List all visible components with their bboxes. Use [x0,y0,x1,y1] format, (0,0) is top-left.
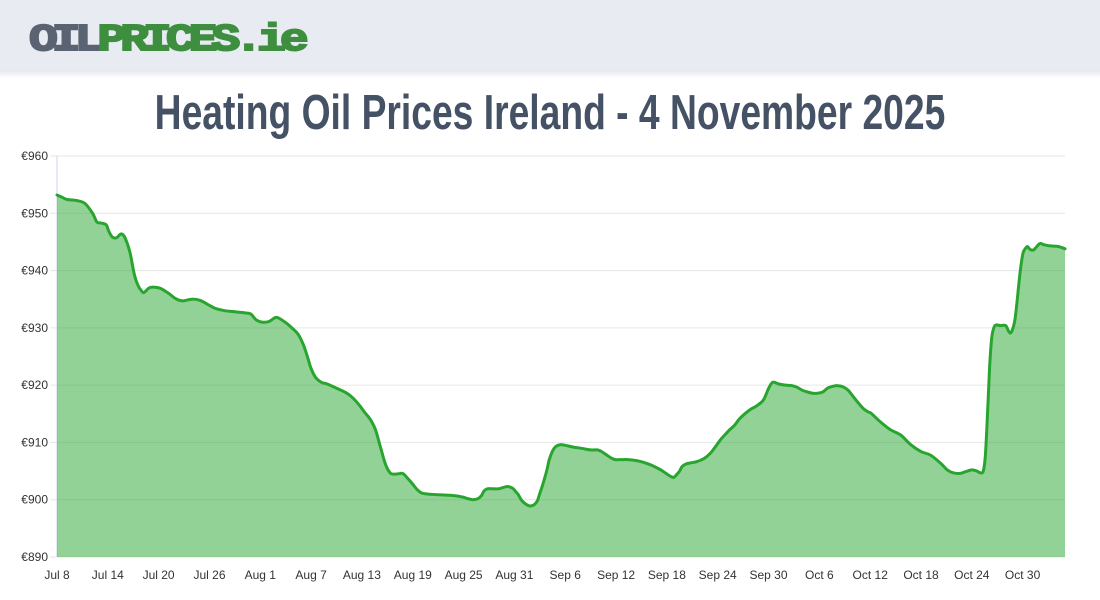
svg-text:Oct 18: Oct 18 [903,568,939,582]
svg-text:€920: €920 [21,378,48,392]
svg-text:Sep 30: Sep 30 [749,568,787,582]
svg-text:€910: €910 [21,435,48,449]
svg-text:€950: €950 [21,206,48,220]
svg-text:Sep 6: Sep 6 [550,568,582,582]
svg-text:Jul 20: Jul 20 [143,568,175,582]
svg-text:€940: €940 [21,264,48,278]
svg-text:Oct 12: Oct 12 [853,568,889,582]
svg-text:€930: €930 [21,321,48,335]
svg-text:Oct 30: Oct 30 [1005,568,1041,582]
svg-text:Oct 24: Oct 24 [954,568,990,582]
svg-text:Sep 12: Sep 12 [597,568,635,582]
svg-text:Aug 19: Aug 19 [394,568,432,582]
svg-text:Jul 26: Jul 26 [193,568,225,582]
svg-text:Aug 1: Aug 1 [245,568,277,582]
svg-text:Aug 7: Aug 7 [295,568,327,582]
svg-text:Jul 8: Jul 8 [44,568,70,582]
svg-text:Jul 14: Jul 14 [92,568,124,582]
svg-text:Aug 31: Aug 31 [495,568,533,582]
svg-text:Sep 18: Sep 18 [648,568,686,582]
svg-text:€960: €960 [21,149,48,163]
svg-text:Aug 13: Aug 13 [343,568,381,582]
svg-text:€890: €890 [21,550,48,564]
svg-text:Sep 24: Sep 24 [699,568,737,582]
svg-text:Aug 25: Aug 25 [445,568,483,582]
svg-text:Oct 6: Oct 6 [805,568,834,582]
svg-text:€900: €900 [21,493,48,507]
